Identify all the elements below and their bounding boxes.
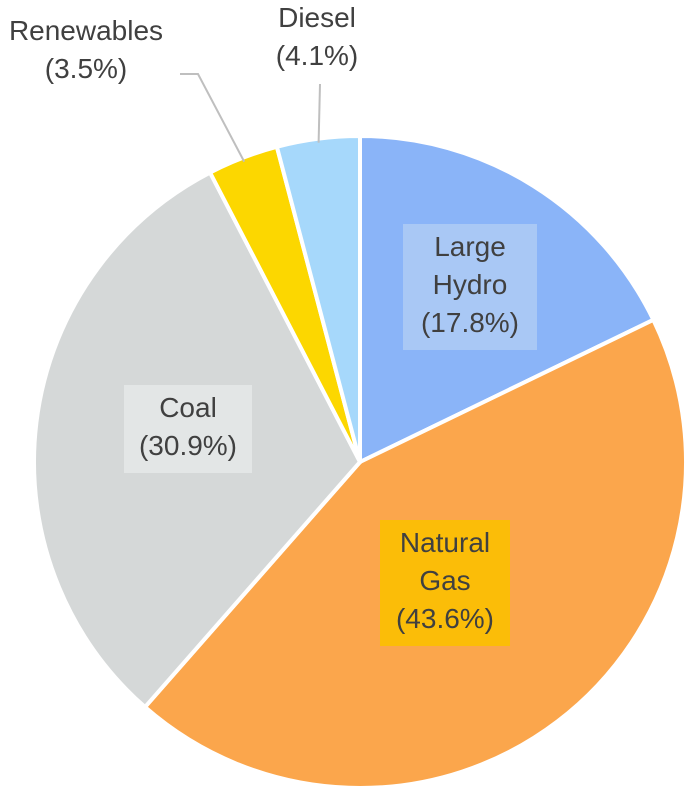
label-natural-gas: Natural Gas (43.6%) <box>380 520 510 646</box>
value-label-natural-gas: (43.6%) <box>396 603 494 634</box>
category-label-natural-gas: Gas <box>419 565 470 596</box>
value-label-renewables: (3.5%) <box>45 53 127 84</box>
category-label-large-hydro: Hydro <box>433 269 508 300</box>
label-diesel: Diesel (4.1%) <box>276 2 358 143</box>
value-label-large-hydro: (17.8%) <box>421 307 519 338</box>
label-box-coal <box>124 385 252 473</box>
leader-line-diesel <box>317 83 321 143</box>
category-label-coal: Coal <box>159 392 217 423</box>
pie-labels: Large Hydro (17.8%) Natural Gas (43.6%) Coal (3… <box>9 2 537 646</box>
category-label-natural-gas: Natural <box>400 527 490 558</box>
label-box-large-hydro <box>403 224 537 350</box>
label-box-natural-gas <box>380 520 510 646</box>
category-label-large-hydro: Large <box>434 231 506 262</box>
value-label-coal: (30.9%) <box>139 430 237 461</box>
label-coal: Coal (30.9%) <box>124 385 252 473</box>
leader-line-renewables <box>180 73 246 163</box>
category-label-diesel: Diesel <box>278 2 356 33</box>
value-label-diesel: (4.1%) <box>276 40 358 71</box>
category-label-renewables: Renewables <box>9 15 163 46</box>
label-large-hydro: Large Hydro (17.8%) <box>403 224 537 350</box>
label-renewables: Renewables (3.5%) <box>9 15 246 163</box>
